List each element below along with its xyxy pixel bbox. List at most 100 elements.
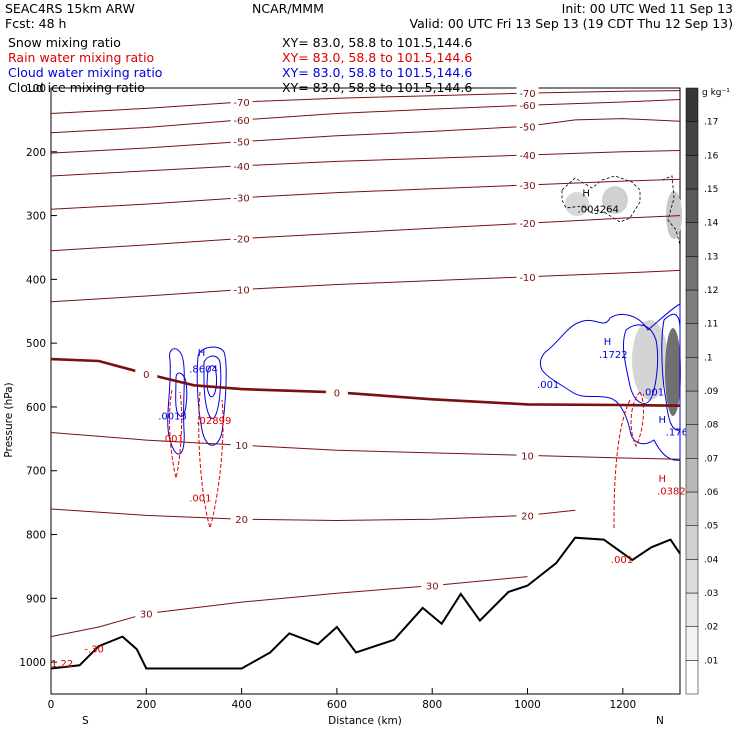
annotation-label: H bbox=[604, 337, 612, 348]
x-tick-label: 600 bbox=[327, 699, 347, 711]
org-label: NCAR/MMM bbox=[252, 1, 324, 16]
isotherm-label: 30 bbox=[140, 610, 153, 621]
isotherm-label-bg bbox=[230, 135, 253, 148]
isotherm-line bbox=[50, 432, 681, 460]
x-tick-label: 0 bbox=[48, 699, 55, 711]
isotherm-line bbox=[50, 357, 681, 407]
isotherm-label-bg bbox=[516, 87, 539, 100]
isotherm-label-bg bbox=[421, 579, 444, 592]
cloud-contour-r1 bbox=[539, 303, 681, 461]
isotherm-line bbox=[50, 90, 681, 114]
colorbar-label: .07 bbox=[704, 454, 718, 464]
snow-contour-2 bbox=[661, 175, 681, 246]
rain-contour-r1 bbox=[613, 399, 631, 530]
colorbar-label: .11 bbox=[704, 320, 718, 330]
isotherm-label: -70 bbox=[233, 98, 249, 109]
colorbar-label: .09 bbox=[704, 387, 719, 397]
init-time: Init: 00 UTC Wed 11 Sep 13 bbox=[562, 1, 733, 16]
isotherm-label-bg bbox=[135, 367, 158, 380]
colorbar-bin bbox=[685, 256, 699, 291]
rain-contours-left bbox=[168, 389, 224, 530]
annotation-label: H bbox=[198, 348, 206, 359]
isotherm-label: 20 bbox=[235, 515, 248, 526]
colorbar-bin bbox=[685, 491, 699, 526]
annotation-label: 1.22 bbox=[51, 659, 73, 670]
colorbar-bin bbox=[685, 390, 699, 425]
y-tick-label: 900 bbox=[26, 593, 46, 605]
isotherm-label-bg bbox=[230, 283, 253, 296]
colorbar-label: .17 bbox=[704, 118, 718, 128]
y-tick-label: 1000 bbox=[19, 657, 46, 669]
colorbar-label: .03 bbox=[704, 589, 718, 599]
field-xy-rain: XY= 83.0, 58.8 to 101.5,144.6 bbox=[282, 50, 472, 65]
shade-snow-2 bbox=[602, 186, 628, 214]
colorbar-label: .05 bbox=[704, 522, 718, 532]
y-tick-label: 200 bbox=[26, 147, 46, 159]
y-axis-ticks: 100 200 300 400 500 600 700 800 900 1000 bbox=[19, 83, 57, 669]
annotation-label: .004264 bbox=[578, 204, 619, 215]
annotation-label: .1722 bbox=[599, 350, 628, 361]
isotherm-label: 20 bbox=[521, 511, 534, 522]
isotherm-label-bg bbox=[516, 120, 539, 133]
field-xy-cloud-water: XY= 83.0, 58.8 to 101.5,144.6 bbox=[282, 65, 472, 80]
isotherm-label: 0 bbox=[143, 370, 149, 381]
isotherm-label-bg bbox=[230, 232, 253, 245]
isotherm-line bbox=[50, 178, 681, 210]
isotherm-label: -10 bbox=[233, 286, 249, 297]
isotherm-label: -50 bbox=[233, 138, 249, 149]
y-tick-label: 100 bbox=[26, 83, 46, 95]
isotherm-line bbox=[50, 99, 681, 134]
colorbar-bin bbox=[685, 155, 699, 190]
colorbar-bin bbox=[685, 188, 699, 223]
annotation-label: H bbox=[659, 474, 667, 485]
shade-cloud-1 bbox=[632, 320, 668, 400]
isotherm-label: 0 bbox=[334, 388, 340, 399]
y-tick-label: 400 bbox=[26, 274, 46, 286]
y-tick-label: 300 bbox=[26, 211, 46, 223]
isotherm-line bbox=[50, 215, 681, 252]
annotation-label: .0382 bbox=[657, 486, 686, 497]
colorbar-bin bbox=[685, 323, 699, 358]
y-axis-label: Pressure (hPa) bbox=[3, 382, 15, 457]
isotherm-label-bg bbox=[516, 178, 539, 191]
cloud-water-contours-left bbox=[167, 346, 227, 455]
annotation-label: .8604 bbox=[189, 365, 218, 376]
colorbar-bin bbox=[685, 626, 699, 661]
annotation-label: .001 bbox=[537, 380, 559, 391]
annotation-label: -.30 bbox=[84, 645, 104, 656]
cloud-contour-r2 bbox=[623, 324, 659, 404]
colorbar-label: .13 bbox=[704, 252, 718, 262]
isotherm-label: -40 bbox=[519, 151, 535, 162]
isotherm-label-bg bbox=[516, 509, 539, 522]
colorbar-bin bbox=[685, 87, 699, 122]
colorbar-bin bbox=[685, 222, 699, 257]
model-title: SEAC4RS 15km ARW bbox=[5, 1, 135, 16]
x-axis-ticks: 0 200 400 600 800 1000 1200 bbox=[48, 688, 636, 711]
y-tick-label: 700 bbox=[26, 466, 46, 478]
colorbar-label: .12 bbox=[704, 286, 718, 296]
colorbar-bin bbox=[685, 525, 699, 560]
isotherm-label: 10 bbox=[235, 441, 248, 452]
annotation-label: .02899 bbox=[196, 416, 231, 427]
valid-time: Valid: 00 UTC Fri 13 Sep 13 (19 CDT Thu … bbox=[410, 16, 733, 31]
isotherm-label: -30 bbox=[233, 194, 249, 205]
colorbar-label: .14 bbox=[704, 219, 719, 229]
isotherm-label-bg bbox=[516, 270, 539, 283]
isotherm-label-bg bbox=[230, 113, 253, 126]
isotherm-label-bg bbox=[230, 159, 253, 172]
cloud-contour-l3 bbox=[196, 346, 227, 446]
terrain-profile bbox=[50, 536, 681, 670]
colorbar: .01 .02 .03 .04 .05 .06 .07 .08 .09 .1 .11 .12 .13 .1… bbox=[685, 87, 719, 695]
x-tick-label: 1000 bbox=[514, 699, 541, 711]
isotherm-label: -10 bbox=[519, 273, 535, 284]
colorbar-label: .06 bbox=[704, 488, 719, 498]
colorbar-bin bbox=[685, 289, 699, 324]
isotherm-label-bg bbox=[325, 386, 348, 399]
field-name-snow: Snow mixing ratio bbox=[8, 35, 121, 50]
isotherm-label: -50 bbox=[519, 122, 535, 133]
isotherm-label-bg bbox=[516, 449, 539, 462]
colorbar-bin bbox=[685, 121, 699, 156]
x-axis-label: Distance (km) bbox=[328, 715, 402, 727]
colorbar-bin bbox=[685, 592, 699, 627]
